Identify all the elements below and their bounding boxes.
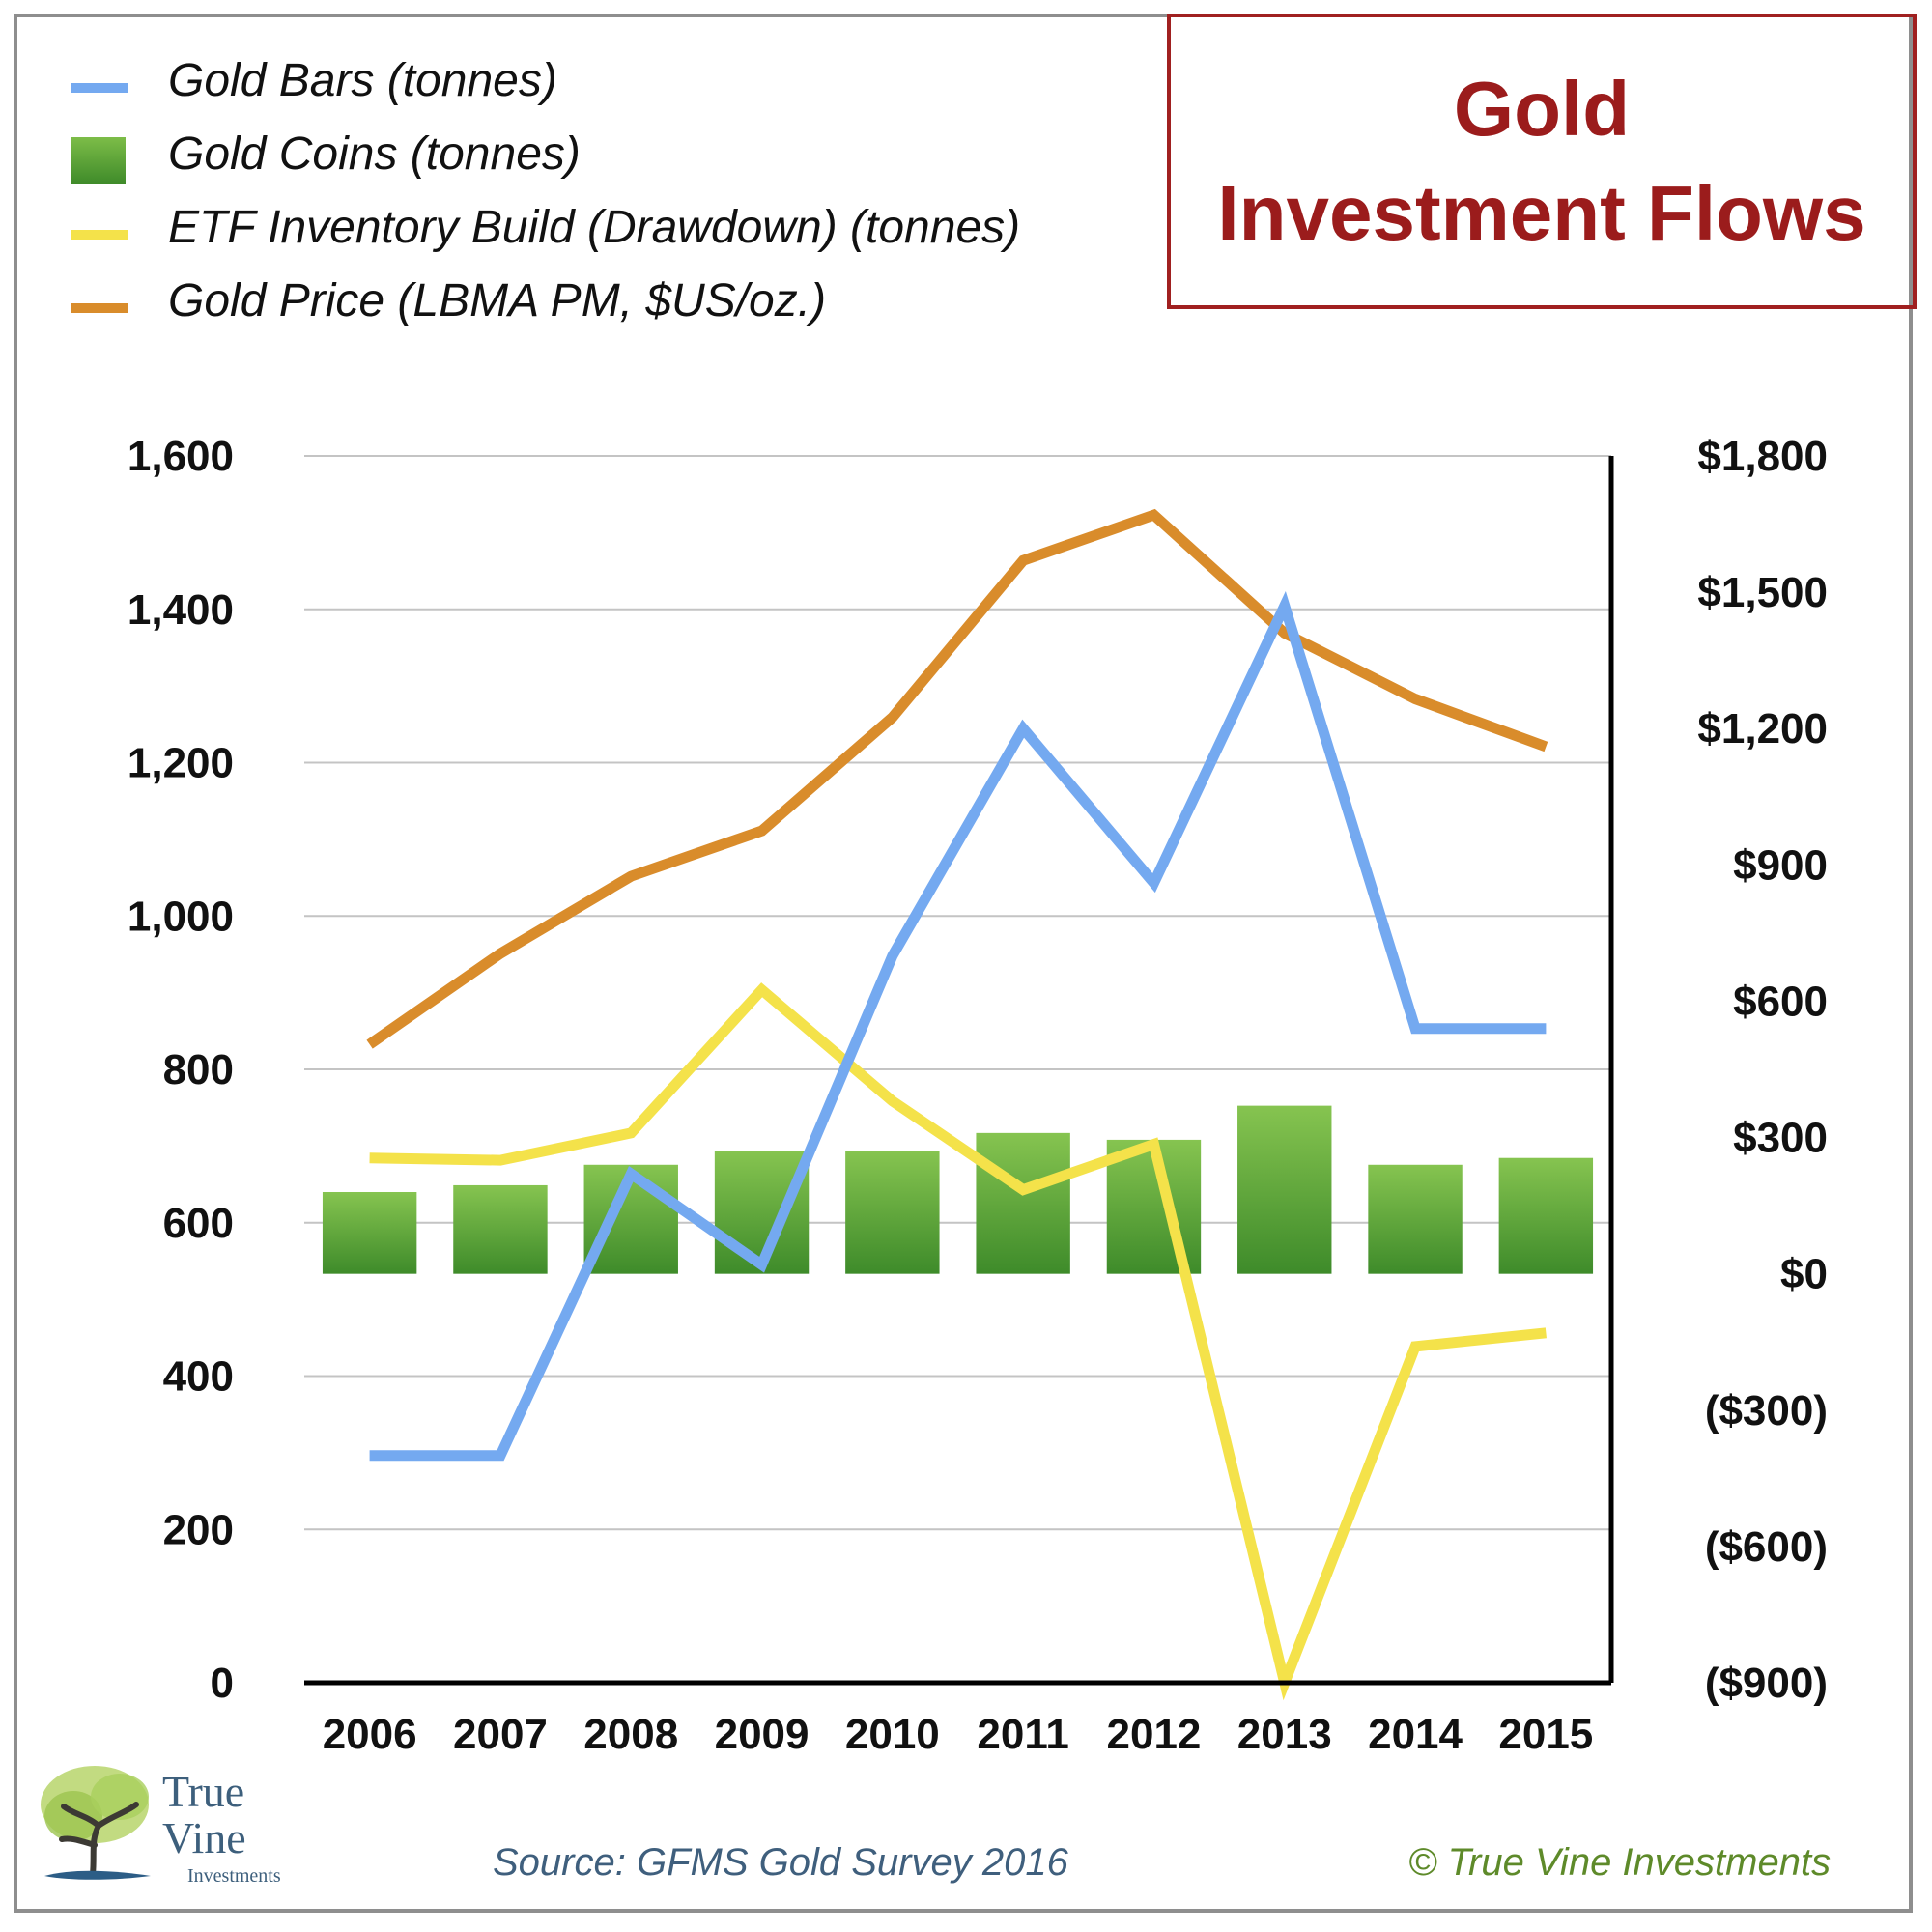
y-left-tick-label: 1,400 [128, 586, 234, 634]
y-right-tick-label: $300 [1733, 1115, 1828, 1162]
legend-swatch-gold-bars [71, 83, 128, 93]
y-right-tick-label: $900 [1733, 841, 1828, 889]
bar-gold-coins [1237, 1105, 1332, 1274]
line-etf [369, 982, 1547, 1701]
x-tick-label: 2015 [1498, 1711, 1593, 1758]
bar-gold-coins [453, 1184, 548, 1274]
legend-swatch-gold-coins [71, 137, 126, 184]
legend-label-gold-coins: Gold Coins (tonnes) [168, 128, 581, 180]
x-tick-label: 2006 [323, 1711, 417, 1758]
true-vine-logo: True Vine Investments [41, 1766, 281, 1887]
y-left-tick-label: 1,600 [128, 433, 234, 480]
chart-title-line1: Gold [1453, 66, 1631, 152]
line-gold-bars [369, 591, 1547, 1462]
source-note: Source: GFMS Gold Survey 2016 [493, 1841, 1068, 1884]
y-right-tick-label: $1,500 [1697, 569, 1828, 616]
legend-label-etf: ETF Inventory Build (Drawdown) (tonnes) [168, 202, 1021, 253]
chart-frame [14, 14, 1913, 1913]
bar-gold-coins [1498, 1157, 1594, 1274]
bar-gold-coins [322, 1192, 417, 1274]
y-left-tick-label: 600 [163, 1200, 234, 1247]
legend-swatch-etf [71, 230, 128, 240]
x-tick-label: 2012 [1107, 1711, 1202, 1758]
y-right-tick-label: $1,800 [1697, 433, 1828, 480]
y-left-tick-label: 1,200 [128, 740, 234, 787]
x-tick-label: 2013 [1237, 1711, 1332, 1758]
y-left-tick-label: 1,000 [128, 893, 234, 940]
bar-gold-coins [976, 1132, 1070, 1274]
y-left-tick-label: 200 [163, 1506, 234, 1553]
copyright-note: © True Vine Investments [1408, 1841, 1832, 1884]
logo-text-investments: Investments [187, 1865, 281, 1887]
x-tick-label: 2007 [453, 1711, 548, 1758]
title-box: Gold Investment Flows [1167, 14, 1917, 309]
logo-text-vine: Vine [162, 1813, 246, 1862]
y-right-tick-label: $1,200 [1697, 705, 1828, 753]
y-right-tick-label: $600 [1733, 978, 1828, 1025]
y-right-tick-label: ($300) [1705, 1387, 1828, 1435]
y-right-tick-label: $0 [1780, 1251, 1828, 1298]
chart-title-line2: Investment Flows [1217, 170, 1866, 256]
legend-swatch-gold-price [71, 303, 128, 313]
y-right-tick-label: ($600) [1705, 1523, 1828, 1571]
logo-text-true: True [162, 1767, 244, 1816]
x-tick-label: 2009 [715, 1711, 810, 1758]
x-tick-label: 2010 [845, 1711, 940, 1758]
legend-label-gold-price: Gold Price (LBMA PM, $US/oz.) [168, 275, 827, 327]
bar-gold-coins [1368, 1164, 1463, 1274]
line-gold-price [366, 508, 1548, 1049]
x-tick-label: 2011 [977, 1711, 1068, 1758]
legend-label-gold-bars: Gold Bars (tonnes) [168, 55, 557, 106]
y-left-tick-label: 400 [163, 1353, 234, 1401]
y-left-tick-label: 800 [163, 1046, 234, 1094]
bar-gold-coins [845, 1151, 940, 1274]
y-left-tick-label: 0 [211, 1660, 234, 1707]
x-tick-label: 2014 [1368, 1711, 1463, 1758]
y-right-tick-label: ($900) [1705, 1660, 1828, 1707]
x-tick-label: 2008 [583, 1711, 678, 1758]
